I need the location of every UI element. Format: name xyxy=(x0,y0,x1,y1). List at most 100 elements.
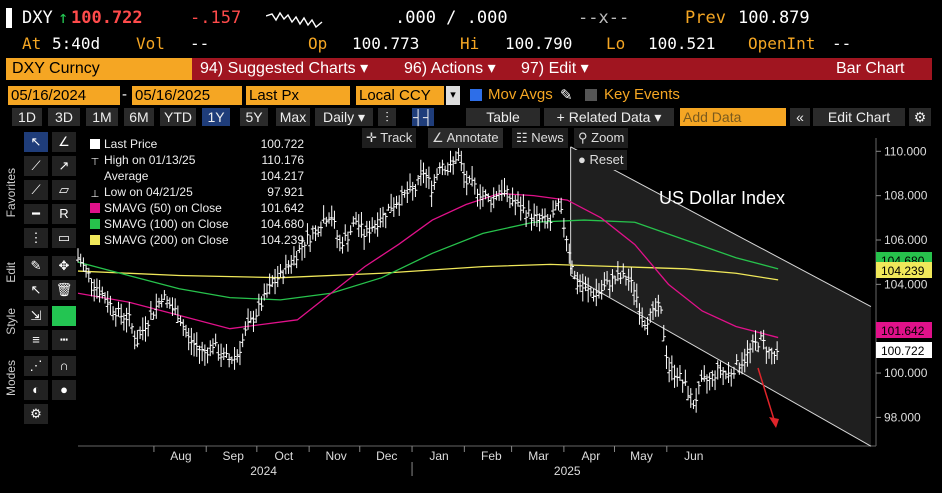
open-interest-label: OpenInt xyxy=(748,34,816,53)
price-bar xyxy=(394,195,399,209)
select-icon[interactable]: ↖ xyxy=(24,280,48,300)
sparkline-icon xyxy=(265,10,326,29)
key-events-checkbox[interactable] xyxy=(585,89,597,101)
color-swatch[interactable] xyxy=(52,306,76,326)
legend-swatch xyxy=(90,139,100,149)
end-date-field[interactable]: 05/16/2025 xyxy=(132,86,242,105)
quote-symbol: DXY xyxy=(22,8,53,28)
horizontal-line-icon[interactable]: ━ xyxy=(24,204,48,224)
price-bar xyxy=(710,370,715,387)
start-date-field[interactable]: 05/16/2024 xyxy=(8,86,120,105)
pencil-icon[interactable]: ✎ xyxy=(560,87,573,104)
channel-icon[interactable]: ▱ xyxy=(52,180,76,200)
collapse-icon[interactable]: « xyxy=(790,108,810,126)
news-button[interactable]: ☷ News xyxy=(512,128,568,148)
price-bar xyxy=(372,220,377,234)
trash-icon[interactable]: 🗑 xyxy=(52,280,76,300)
y-tick-label: 108.000 xyxy=(884,189,928,203)
price-bar xyxy=(718,361,723,379)
suggested-charts-menu[interactable]: 94) Suggested Charts ▾ xyxy=(200,60,369,77)
actions-menu[interactable]: 96) Actions ▾ xyxy=(404,60,496,77)
period-6m[interactable]: 6M xyxy=(124,108,154,126)
price-bar xyxy=(289,255,294,274)
price-bar xyxy=(429,180,434,207)
period-1d[interactable]: 1D xyxy=(12,108,42,126)
period-1m[interactable]: 1M xyxy=(86,108,118,126)
settings-gear-icon[interactable]: ⚙ xyxy=(909,108,931,126)
reset-button[interactable]: ● Reset xyxy=(574,150,628,170)
price-bar xyxy=(92,279,97,302)
track-button[interactable]: ✛ Track xyxy=(362,128,417,148)
draw-line-icon[interactable]: ∠ xyxy=(52,132,76,152)
price-chart[interactable]: 110.000108.000106.000104.000102.000100.0… xyxy=(76,128,942,493)
dotted-line-icon[interactable]: ⋰ xyxy=(24,356,48,376)
price-bar xyxy=(159,294,164,308)
price-bar xyxy=(367,220,372,243)
crosshair-mode-icon[interactable]: ◐ xyxy=(24,380,48,400)
price-bar xyxy=(713,370,718,391)
line-weight-icon[interactable]: ≡ xyxy=(24,330,48,350)
period-max[interactable]: Max xyxy=(276,108,310,126)
price-field-select[interactable]: Last Px xyxy=(246,86,350,105)
price-bar xyxy=(200,341,205,362)
price-bar xyxy=(186,327,191,351)
chevron-down-icon[interactable]: ▾ xyxy=(446,86,460,105)
favorites-label: Favorites xyxy=(4,168,18,218)
chart-grid xyxy=(76,128,942,493)
related-data-menu[interactable]: + Related Data ▾ xyxy=(544,108,674,126)
chart-settings-gear-icon[interactable]: ⚙ xyxy=(24,404,48,424)
legend-label: Low on 04/21/25 xyxy=(104,185,193,199)
price-bar xyxy=(704,374,709,394)
zoom-button[interactable]: ⚲ Zoom xyxy=(574,128,629,148)
news-label: News xyxy=(531,130,564,145)
segment-icon[interactable]: ⟋ xyxy=(24,180,48,200)
ticker-field[interactable]: DXY Curncy xyxy=(6,58,192,80)
price-bar xyxy=(297,244,302,254)
brush-icon[interactable]: ✎ xyxy=(24,256,48,276)
trend-line-icon[interactable]: ⟋ xyxy=(24,156,48,176)
add-data-input[interactable]: Add Data xyxy=(680,108,786,126)
table-button[interactable]: Table xyxy=(466,108,540,126)
pointer-icon[interactable]: ↖ xyxy=(24,132,48,152)
bar-style-icon[interactable]: ⫶ xyxy=(378,108,396,126)
channel-lower xyxy=(570,275,872,447)
price-bar xyxy=(610,269,615,292)
price-bar xyxy=(551,200,556,218)
currency-select[interactable]: Local CCY xyxy=(356,86,444,105)
multi-color-icon[interactable]: ● xyxy=(52,380,76,400)
period-5y[interactable]: 5Y xyxy=(240,108,268,126)
line-style-icon[interactable]: ┅ xyxy=(52,330,76,350)
ohlc-icon[interactable]: ┤┤ xyxy=(412,108,434,126)
x-tick-label: Sep xyxy=(223,449,245,463)
price-bar xyxy=(594,278,599,307)
price-bar xyxy=(572,270,577,280)
edit-chart-button[interactable]: Edit Chart xyxy=(813,108,905,126)
price-bar xyxy=(761,329,766,350)
color-picker-icon[interactable]: ⇲ xyxy=(24,306,48,326)
ray-icon[interactable]: ↗ xyxy=(52,156,76,176)
period-3d[interactable]: 3D xyxy=(48,108,80,126)
retracement-icon[interactable]: R xyxy=(52,204,76,224)
price-bar xyxy=(567,243,572,264)
annotate-button[interactable]: ∠ Annotate xyxy=(428,128,503,148)
price-bar xyxy=(426,166,431,190)
period-1y[interactable]: 1Y xyxy=(202,108,230,126)
period-ytd[interactable]: YTD xyxy=(160,108,196,126)
price-bar xyxy=(246,308,251,330)
price-bar xyxy=(294,251,299,269)
menu-bar: DXY Curncy 94) Suggested Charts ▾ 96) Ac… xyxy=(6,58,932,80)
mov-avgs-checkbox[interactable] xyxy=(470,89,482,101)
price-bar xyxy=(397,195,402,216)
price-bar xyxy=(440,159,445,176)
price-bar xyxy=(445,162,450,176)
y-tick-label: 106.000 xyxy=(884,233,928,247)
move-icon[interactable]: ✥ xyxy=(52,256,76,276)
prev-label: Prev xyxy=(685,8,726,28)
rectangle-icon[interactable]: ▭ xyxy=(52,228,76,248)
magnet-icon[interactable]: ∩ xyxy=(52,356,76,376)
price-bar xyxy=(94,278,99,299)
price-bar xyxy=(723,370,728,380)
fib-icon[interactable]: ⋮ xyxy=(24,228,48,248)
frequency-select[interactable]: Daily ▾ xyxy=(315,108,373,126)
edit-menu[interactable]: 97) Edit ▾ xyxy=(521,60,589,77)
